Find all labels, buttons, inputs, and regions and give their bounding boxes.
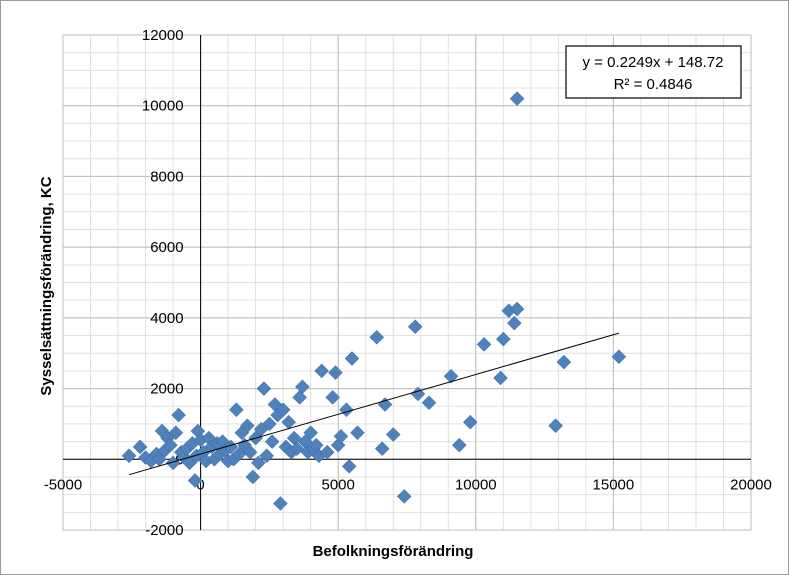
- r-squared-label: R² = 0.4846: [614, 76, 693, 93]
- data-point: [493, 370, 508, 386]
- data-point: [611, 349, 627, 365]
- x-tick-label: 15000: [593, 476, 635, 493]
- data-point: [171, 407, 186, 423]
- data-point: [451, 437, 467, 453]
- data-point: [396, 489, 412, 504]
- data-point: [344, 351, 360, 366]
- data-point: [281, 414, 297, 430]
- data-point: [229, 402, 244, 418]
- x-tick-label: 5000: [322, 476, 355, 493]
- y-tick-label: 2000: [150, 381, 183, 398]
- trendline: [128, 332, 620, 476]
- y-tick-labels: -2000020004000600080001000012000: [142, 27, 184, 539]
- data-point: [495, 331, 511, 347]
- data-point: [264, 434, 280, 449]
- x-tick-label: 10000: [455, 476, 497, 493]
- data-point: [289, 441, 305, 457]
- data-point: [245, 469, 261, 485]
- data-point: [256, 381, 272, 396]
- data-point: [509, 91, 525, 106]
- trendline-equation: y = 0.2249x + 148.72: [583, 54, 724, 71]
- data-point: [303, 425, 319, 441]
- y-tick-label: 6000: [150, 239, 183, 256]
- data-point: [509, 301, 525, 317]
- data-point: [462, 414, 478, 430]
- data-point: [292, 390, 308, 405]
- y-tick-label: 10000: [142, 98, 184, 115]
- data-point: [223, 439, 239, 455]
- data-point: [251, 455, 266, 471]
- data-point: [476, 337, 492, 352]
- x-axis-title: Befolkningsförändring: [313, 543, 474, 560]
- data-point: [262, 416, 277, 432]
- data-point: [339, 402, 354, 418]
- x-tick-labels: -5000 0 5000 10000 15000 20000: [44, 476, 772, 493]
- data-point: [350, 425, 365, 441]
- x-tick-label: -5000: [44, 476, 82, 493]
- y-tick-label: 12000: [142, 27, 184, 44]
- data-point: [240, 418, 255, 434]
- equation-box: y = 0.2249x + 148.72 R² = 0.4846: [565, 45, 742, 99]
- y-axis-title: Sysselsättningsförändring, KC: [38, 176, 55, 395]
- data-point: [548, 418, 563, 434]
- data-point: [325, 390, 341, 405]
- data-point: [319, 444, 335, 460]
- data-point: [385, 427, 401, 442]
- data-point: [273, 496, 288, 511]
- data-point: [295, 379, 310, 395]
- data-point: [242, 444, 258, 460]
- x-tick-label: 0: [196, 476, 204, 493]
- data-point: [314, 363, 330, 379]
- data-point: [421, 395, 437, 411]
- y-tick-label: 4000: [150, 310, 183, 327]
- data-point: [556, 354, 572, 370]
- data-point: [407, 319, 423, 335]
- data-point: [506, 315, 522, 331]
- data-point: [187, 473, 203, 488]
- data-point: [168, 425, 184, 441]
- data-point: [162, 437, 178, 453]
- data-point: [333, 428, 349, 444]
- data-point: [132, 439, 148, 455]
- data-point: [374, 441, 390, 457]
- data-point: [328, 365, 343, 381]
- data-point: [443, 368, 459, 384]
- data-point: [369, 329, 385, 345]
- equation-box-border: [565, 45, 742, 99]
- x-tick-label: 20000: [730, 476, 772, 493]
- data-point: [259, 448, 275, 464]
- data-point: [341, 459, 357, 474]
- y-tick-label: 8000: [150, 168, 183, 185]
- y-tick-label: -2000: [145, 522, 183, 539]
- data-point: [275, 402, 291, 418]
- data-point: [121, 448, 137, 464]
